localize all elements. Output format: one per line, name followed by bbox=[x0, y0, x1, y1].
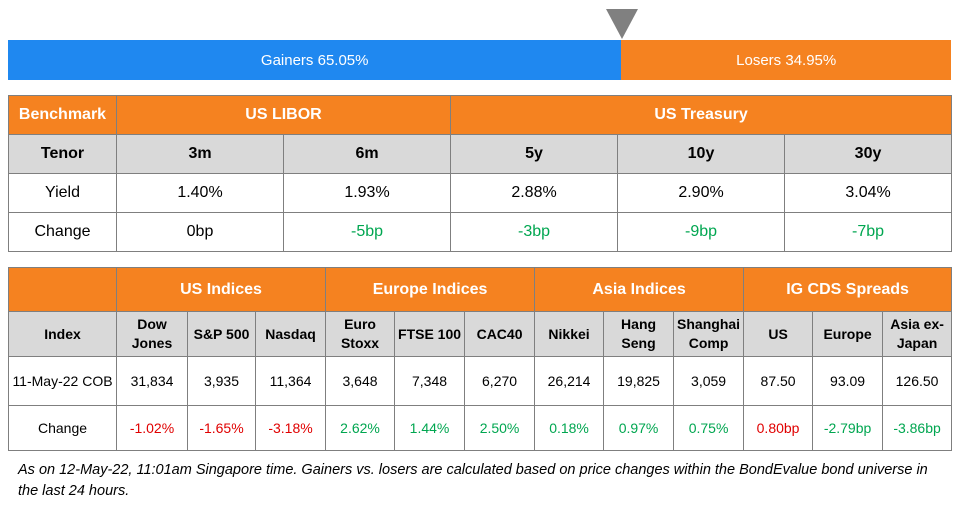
index-name-line: FTSE 100 bbox=[398, 325, 462, 342]
corner-cell bbox=[8, 267, 117, 312]
index-name-line: US bbox=[768, 325, 788, 342]
indices-table: US Indices Europe Indices Asia Indices I… bbox=[8, 267, 953, 451]
index-change-cell: 2.62% bbox=[325, 405, 396, 451]
change-cell: -3bp bbox=[450, 212, 619, 252]
index-value-cell: 3,648 bbox=[325, 356, 396, 406]
change-cell: -9bp bbox=[617, 212, 786, 252]
yield-label: Yield bbox=[8, 173, 117, 213]
tenor-cell: 10y bbox=[617, 134, 786, 174]
index-name-line: Japan bbox=[896, 335, 938, 351]
change-cell: -7bp bbox=[784, 212, 953, 252]
index-value-cell: 6,270 bbox=[464, 356, 536, 406]
breadth-bar: Gainers 65.05% Losers 34.95% bbox=[8, 40, 951, 80]
losers-segment: Losers 34.95% bbox=[621, 40, 951, 80]
index-value-cell: 126.50 bbox=[882, 356, 953, 406]
index-name-line: Nikkei bbox=[548, 325, 590, 342]
index-name-cell: Dow Jones bbox=[116, 311, 188, 357]
index-name-line: CAC40 bbox=[476, 325, 523, 342]
index-name-cell: US bbox=[743, 311, 814, 357]
index-name-line: Nasdaq bbox=[265, 325, 316, 342]
index-change-cell: 0.97% bbox=[603, 405, 675, 451]
index-name-cell: Asia ex- Japan bbox=[882, 311, 953, 357]
us-indices-header: US Indices bbox=[115, 267, 327, 312]
index-change-cell: 0.80bp bbox=[743, 405, 814, 451]
index-value-cell: 3,935 bbox=[187, 356, 256, 406]
index-value-cell: 19,825 bbox=[603, 356, 675, 406]
change-label: Change bbox=[8, 405, 117, 451]
index-name-cell: Shanghai Comp bbox=[673, 311, 745, 357]
index-name-cell: S&P 500 bbox=[187, 311, 256, 357]
index-change-cell: 2.50% bbox=[464, 405, 536, 451]
index-name-line: Europe bbox=[823, 325, 872, 342]
asia-indices-header: Asia Indices bbox=[534, 267, 745, 312]
date-label: 11-May-22 COB bbox=[8, 356, 117, 406]
tenor-cell: 6m bbox=[282, 134, 452, 174]
index-name-cell: CAC40 bbox=[464, 311, 536, 357]
yield-cell: 1.40% bbox=[116, 173, 284, 213]
index-name-line: Asia ex- bbox=[890, 316, 944, 332]
change-label: Change bbox=[8, 212, 117, 252]
index-change-cell: -3.86bp bbox=[882, 405, 953, 451]
footnote: As on 12-May-22, 11:01am Singapore time.… bbox=[18, 462, 928, 499]
index-name-line: Jones bbox=[131, 335, 173, 351]
index-name-cell: Nasdaq bbox=[254, 311, 327, 357]
tenor-cell: 3m bbox=[116, 134, 284, 174]
rates-table: Benchmark US LIBOR US Treasury Tenor 3m … bbox=[8, 95, 953, 252]
index-name-line: Seng bbox=[621, 335, 656, 351]
index-value-cell: 26,214 bbox=[534, 356, 605, 406]
index-value-cell: 93.09 bbox=[812, 356, 884, 406]
index-name-line: Shanghai bbox=[677, 316, 741, 332]
index-name-cell: Nikkei bbox=[534, 311, 605, 357]
index-value-cell: 87.50 bbox=[743, 356, 814, 406]
tenor-cell: 5y bbox=[450, 134, 619, 174]
gainers-segment: Gainers 65.05% bbox=[8, 40, 622, 80]
index-name-line: S&P 500 bbox=[193, 325, 250, 342]
ig-cds-spreads-header: IG CDS Spreads bbox=[743, 267, 953, 312]
index-value-cell: 11,364 bbox=[254, 356, 327, 406]
index-change-cell: 0.18% bbox=[534, 405, 605, 451]
index-change-cell: 0.75% bbox=[673, 405, 745, 451]
index-label: Index bbox=[8, 311, 117, 357]
tenor-label: Tenor bbox=[8, 134, 117, 174]
losers-label: Losers 34.95% bbox=[736, 51, 837, 69]
index-change-cell: -2.79bp bbox=[812, 405, 884, 451]
us-treasury-header: US Treasury bbox=[450, 95, 953, 135]
index-change-cell: -1.02% bbox=[116, 405, 188, 451]
index-change-cell: -1.65% bbox=[187, 405, 256, 451]
index-name-cell: Hang Seng bbox=[603, 311, 675, 357]
us-libor-header: US LIBOR bbox=[115, 95, 452, 135]
change-cell: -5bp bbox=[282, 212, 452, 252]
change-cell: 0bp bbox=[116, 212, 284, 252]
index-change-cell: -3.18% bbox=[254, 405, 327, 451]
yield-cell: 1.93% bbox=[282, 173, 452, 213]
index-value-cell: 7,348 bbox=[394, 356, 466, 406]
index-change-cell: 1.44% bbox=[394, 405, 466, 451]
yield-cell: 2.88% bbox=[450, 173, 619, 213]
breadth-marker-icon bbox=[606, 9, 638, 39]
index-name-line: Stoxx bbox=[340, 335, 380, 351]
index-name-line: Euro bbox=[344, 316, 376, 332]
index-name-cell: FTSE 100 bbox=[394, 311, 466, 357]
index-name-cell: Euro Stoxx bbox=[325, 311, 396, 357]
index-name-line: Comp bbox=[688, 335, 729, 351]
index-name-line: Hang bbox=[621, 316, 657, 332]
benchmark-header: Benchmark bbox=[8, 95, 117, 135]
tenor-cell: 30y bbox=[784, 134, 953, 174]
index-name-cell: Europe bbox=[812, 311, 884, 357]
europe-indices-header: Europe Indices bbox=[325, 267, 536, 312]
index-value-cell: 31,834 bbox=[116, 356, 188, 406]
index-name-line: Dow bbox=[137, 316, 167, 332]
index-value-cell: 3,059 bbox=[673, 356, 745, 406]
gainers-label: Gainers 65.05% bbox=[260, 51, 369, 69]
yield-cell: 2.90% bbox=[617, 173, 786, 213]
yield-cell: 3.04% bbox=[784, 173, 953, 213]
